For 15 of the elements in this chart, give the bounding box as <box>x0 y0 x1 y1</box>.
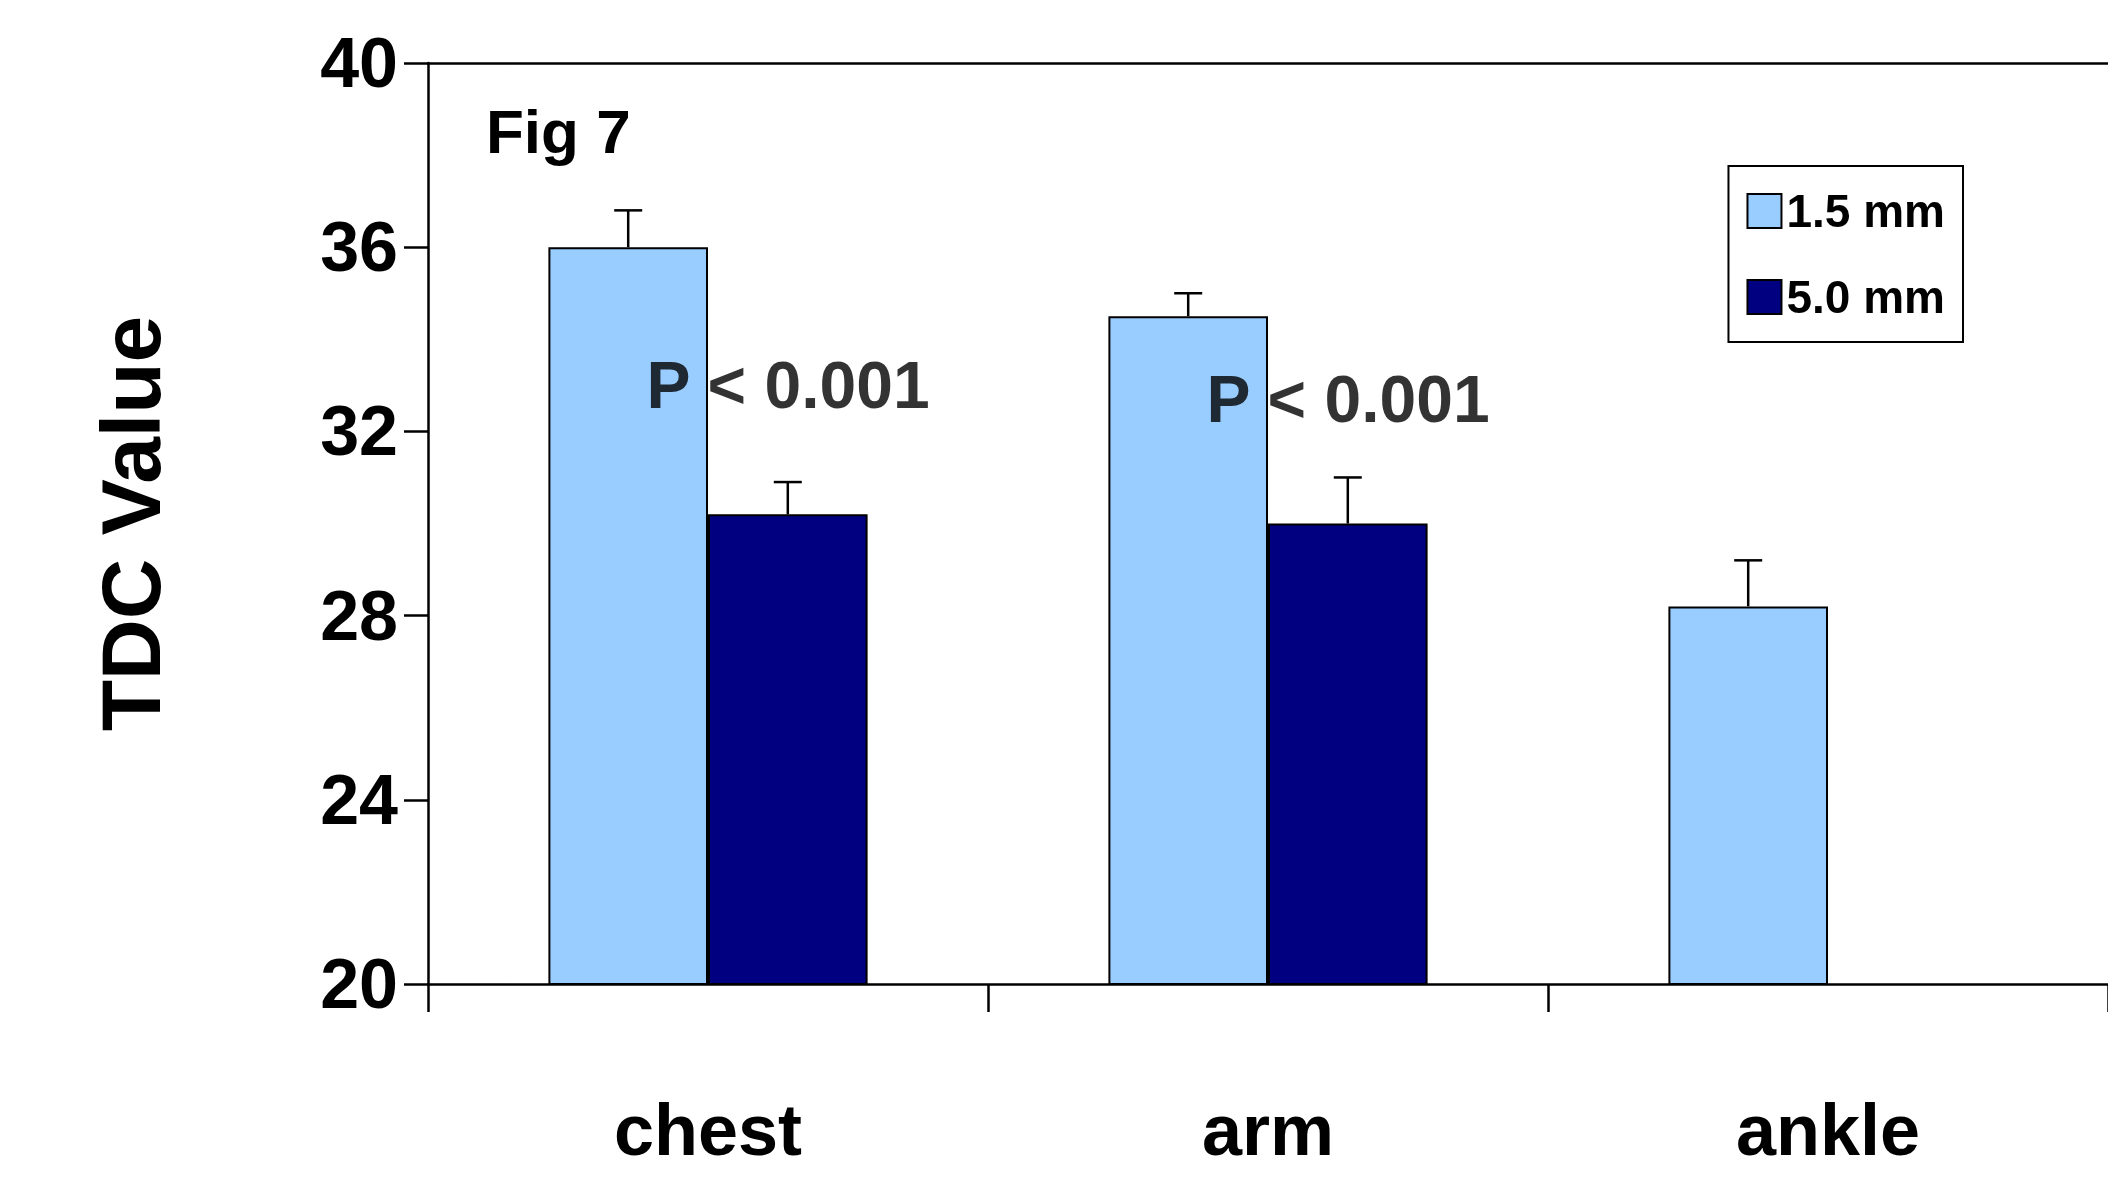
y-tick-label: 28 <box>320 576 398 655</box>
y-tick-label: 32 <box>320 392 398 471</box>
annotation: P < 0.001 <box>1206 362 1490 437</box>
legend-label: 5.0 mm <box>1786 271 1945 323</box>
y-tick-label: 40 <box>320 24 398 102</box>
y-tick-label: 36 <box>320 208 398 287</box>
x-tick-label: arm <box>1201 1090 1335 1170</box>
legend-label: 1.5 mm <box>1786 185 1945 237</box>
x-tick-label: ankle <box>1735 1090 1921 1170</box>
y-tick-label: 20 <box>320 945 398 1023</box>
x-tick-label: chest <box>613 1090 803 1170</box>
y-axis-title: TDC Value <box>84 315 178 732</box>
annotation: P < 0.001 <box>646 348 930 423</box>
y-tick-label: 24 <box>320 760 399 839</box>
annotation: Fig 7 <box>486 96 631 166</box>
